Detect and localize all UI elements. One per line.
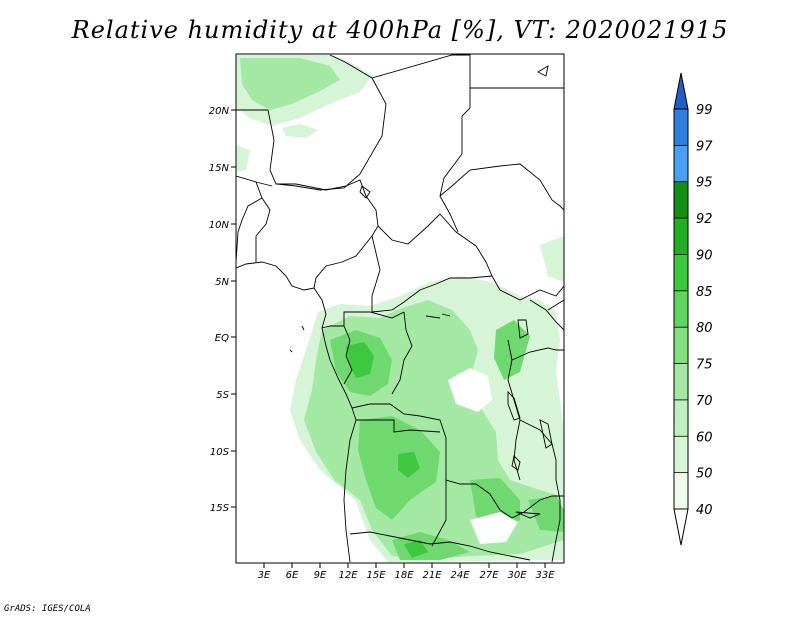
colorbar-lower-arrow <box>673 508 689 546</box>
colorbar-swatch <box>674 218 688 255</box>
colorbar-level-label: 90 <box>696 248 713 263</box>
colorbar-level-label: 40 <box>696 503 713 518</box>
colorbar-level-label: 97 <box>696 139 713 154</box>
longitude-label: 33E <box>535 570 555 581</box>
colorbar-level-label: 95 <box>696 176 713 191</box>
colorbar-level-label: 75 <box>696 358 713 373</box>
latitude-label: EQ <box>215 333 229 344</box>
latitude-label: 20N <box>209 106 230 117</box>
longitude-label: 9E <box>314 570 327 581</box>
colorbar-legend: 40 50 60 70 75 80 85 90 92 95 97 99 <box>673 72 713 546</box>
colorbar-swatch <box>674 254 688 291</box>
colorbar-level-label: 70 <box>696 394 713 409</box>
colorbar-swatch <box>674 436 688 473</box>
humidity-area <box>282 124 318 138</box>
colorbar-level-label: 60 <box>696 430 713 445</box>
humidity-area <box>448 368 492 412</box>
latitude-label: 15N <box>209 163 230 174</box>
humidity-area <box>528 496 564 532</box>
colorbar-level-label: 80 <box>696 321 713 336</box>
humidity-area <box>470 512 518 544</box>
colorbar-swatch <box>674 327 688 364</box>
colorbar-upper-arrow <box>673 72 689 110</box>
longitude-labels: 3E 6E 9E 12E 15E 18E 21E 24E 27E 30E 33E <box>258 563 555 581</box>
colorbar-level-label: 92 <box>696 212 713 227</box>
humidity-area <box>404 540 428 558</box>
colorbar-swatch <box>674 181 688 219</box>
longitude-label: 21E <box>422 570 442 581</box>
humidity-area <box>346 342 374 378</box>
latitude-labels: 20N 15N 10N 5N EQ 5S 10S 15S <box>209 106 236 514</box>
colorbar-swatch <box>674 399 688 437</box>
humidity-shading <box>236 55 564 562</box>
humidity-area <box>240 58 340 110</box>
map-frame <box>235 53 565 564</box>
longitude-label: 6E <box>286 570 299 581</box>
humidity-area <box>540 236 564 282</box>
humidity-area <box>398 452 420 478</box>
longitude-label: 24E <box>450 570 470 581</box>
colorbar-swatch <box>674 290 688 328</box>
humidity-area <box>494 320 530 380</box>
longitude-label: 12E <box>338 570 358 581</box>
latitude-label: 10N <box>209 220 230 231</box>
map-title: Relative humidity at 400hPa [%], VT: 202… <box>71 16 729 44</box>
longitude-label: 3E <box>258 570 271 581</box>
colorbar-level-label: 85 <box>696 285 713 300</box>
colorbar-swatch <box>674 109 688 146</box>
colorbar-swatch <box>674 145 688 182</box>
longitude-label: 30E <box>507 570 527 581</box>
colorbar-level-label: 50 <box>696 467 713 482</box>
latitude-label: 5N <box>215 277 229 288</box>
longitude-label: 27E <box>479 570 499 581</box>
humidity-area <box>236 145 250 172</box>
country-borders <box>236 54 564 563</box>
colorbar-swatch <box>674 363 688 400</box>
colorbar-level-label: 99 <box>696 103 713 118</box>
colorbar-swatch <box>674 472 688 509</box>
latitude-label: 5S <box>216 390 229 401</box>
latitude-label: 10S <box>210 447 230 458</box>
longitude-label: 18E <box>394 570 414 581</box>
longitude-label: 15E <box>366 570 386 581</box>
latitude-label: 15S <box>210 503 230 514</box>
grads-credit: GrADS: IGES/COLA <box>4 604 91 614</box>
